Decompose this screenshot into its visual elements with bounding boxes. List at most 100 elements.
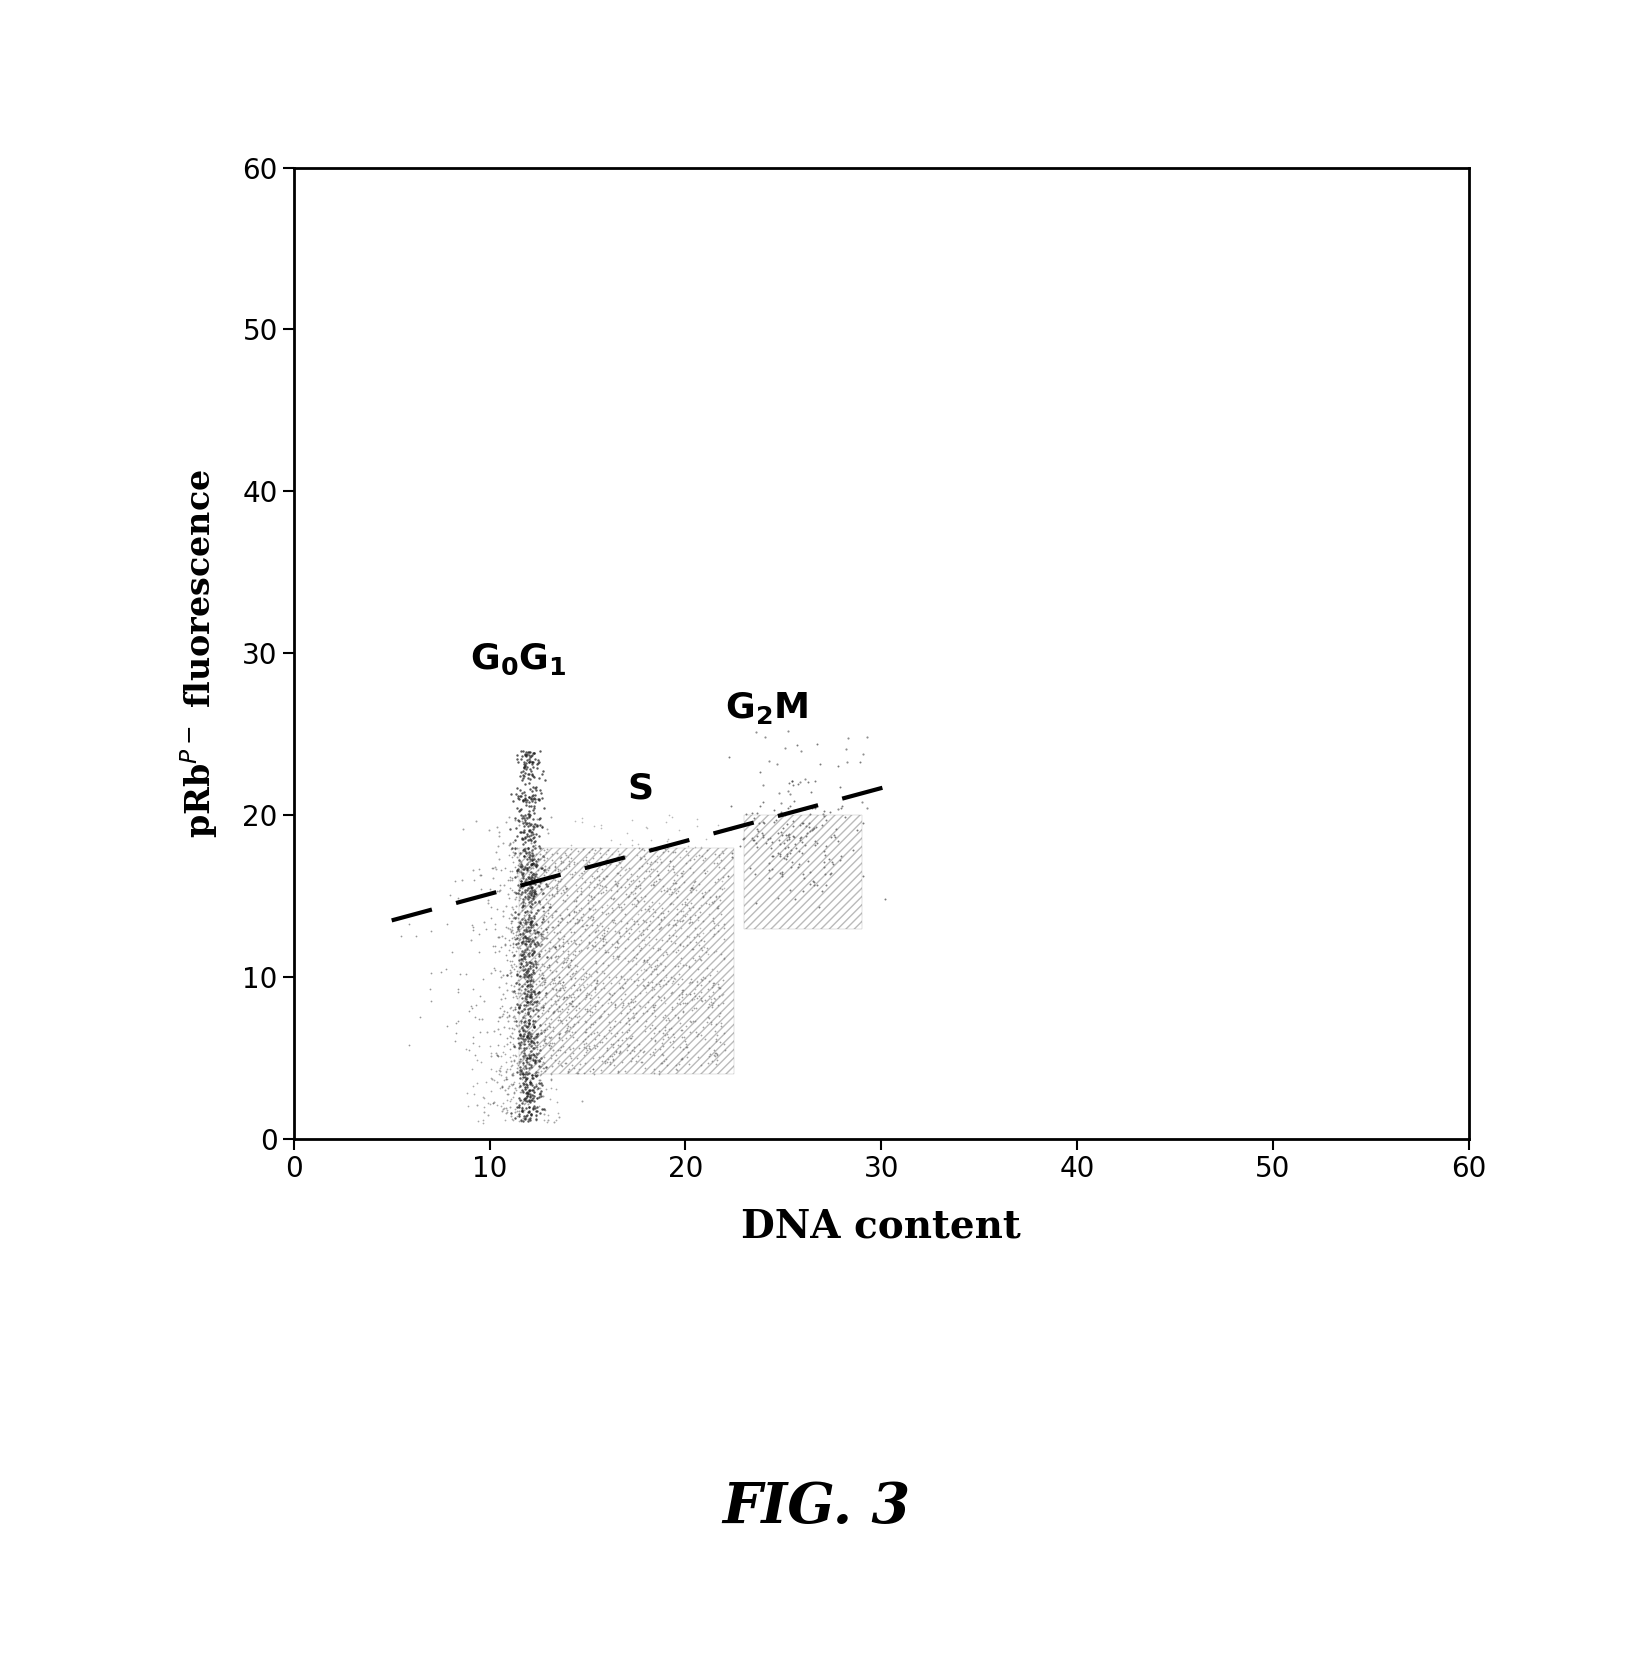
Point [477,1033,503,1060]
Point [529,893,555,920]
Point [517,1082,543,1109]
Point [522,834,548,861]
Point [547,970,573,997]
Point [511,786,537,812]
Point [434,910,460,936]
Point [530,1082,557,1109]
Point [542,1047,568,1074]
Point [623,971,650,998]
Point [787,812,813,839]
Point [496,1015,522,1042]
Point [519,782,545,809]
Point [517,948,543,975]
Point [733,801,759,827]
Point [744,822,770,849]
Point [651,1049,677,1075]
Point [646,950,672,977]
Point [849,789,875,816]
Point [747,792,774,819]
Point [676,910,702,936]
Point [521,812,547,839]
Point [478,1055,504,1082]
Point [516,1099,542,1126]
Point [744,816,770,843]
Point [650,1003,676,1030]
Point [703,1022,730,1049]
Point [498,901,524,928]
Point [514,854,540,881]
Point [509,851,535,878]
Point [512,829,539,856]
Point [555,990,581,1017]
Point [506,812,532,839]
Point [563,873,589,899]
Point [770,844,796,871]
Point [798,779,824,806]
Point [512,1074,539,1100]
Point [651,985,677,1012]
Point [602,992,628,1018]
Point [635,896,661,923]
Point [563,958,589,985]
Point [604,1059,630,1085]
Point [506,963,532,990]
Point [512,1070,539,1097]
Point [494,1025,521,1052]
Point [508,1010,534,1037]
Point [643,858,669,884]
Point [565,1059,591,1085]
Point [526,960,552,987]
Point [638,834,664,861]
Point [708,901,734,928]
Point [512,945,539,972]
Point [558,844,584,871]
Point [570,913,596,940]
Point [459,926,485,953]
Point [490,1097,516,1124]
Point [695,968,721,995]
Point [519,1018,545,1045]
Point [570,901,596,928]
Point [666,817,692,844]
Point [512,740,539,767]
Point [676,953,702,980]
Point [522,1070,548,1097]
Point [669,977,695,1003]
Point [517,1022,543,1049]
Point [517,1027,543,1054]
Point [478,1042,504,1069]
Point [508,884,534,911]
Point [517,747,543,774]
Point [519,908,545,935]
Point [511,1030,537,1057]
Point [516,817,542,844]
Point [648,906,674,933]
Point [509,956,535,983]
Point [625,1030,651,1057]
Point [809,878,836,905]
Point [563,888,589,915]
Point [516,958,542,985]
Point [610,965,636,992]
Point [539,1005,565,1032]
Point [512,1008,539,1035]
Point [439,938,465,965]
Point [516,1094,542,1121]
Point [508,940,534,966]
Point [684,1023,710,1050]
Point [501,977,527,1003]
Point [512,841,539,868]
Point [540,1000,566,1027]
Point [560,993,586,1020]
Point [563,1018,589,1045]
Point [508,868,534,894]
Point [501,1033,527,1060]
Point [584,871,610,898]
Point [588,812,614,839]
Point [517,888,543,915]
Point [498,1035,524,1062]
Point [532,1097,558,1124]
Point [517,1038,543,1065]
Point [508,963,534,990]
Point [521,740,547,767]
